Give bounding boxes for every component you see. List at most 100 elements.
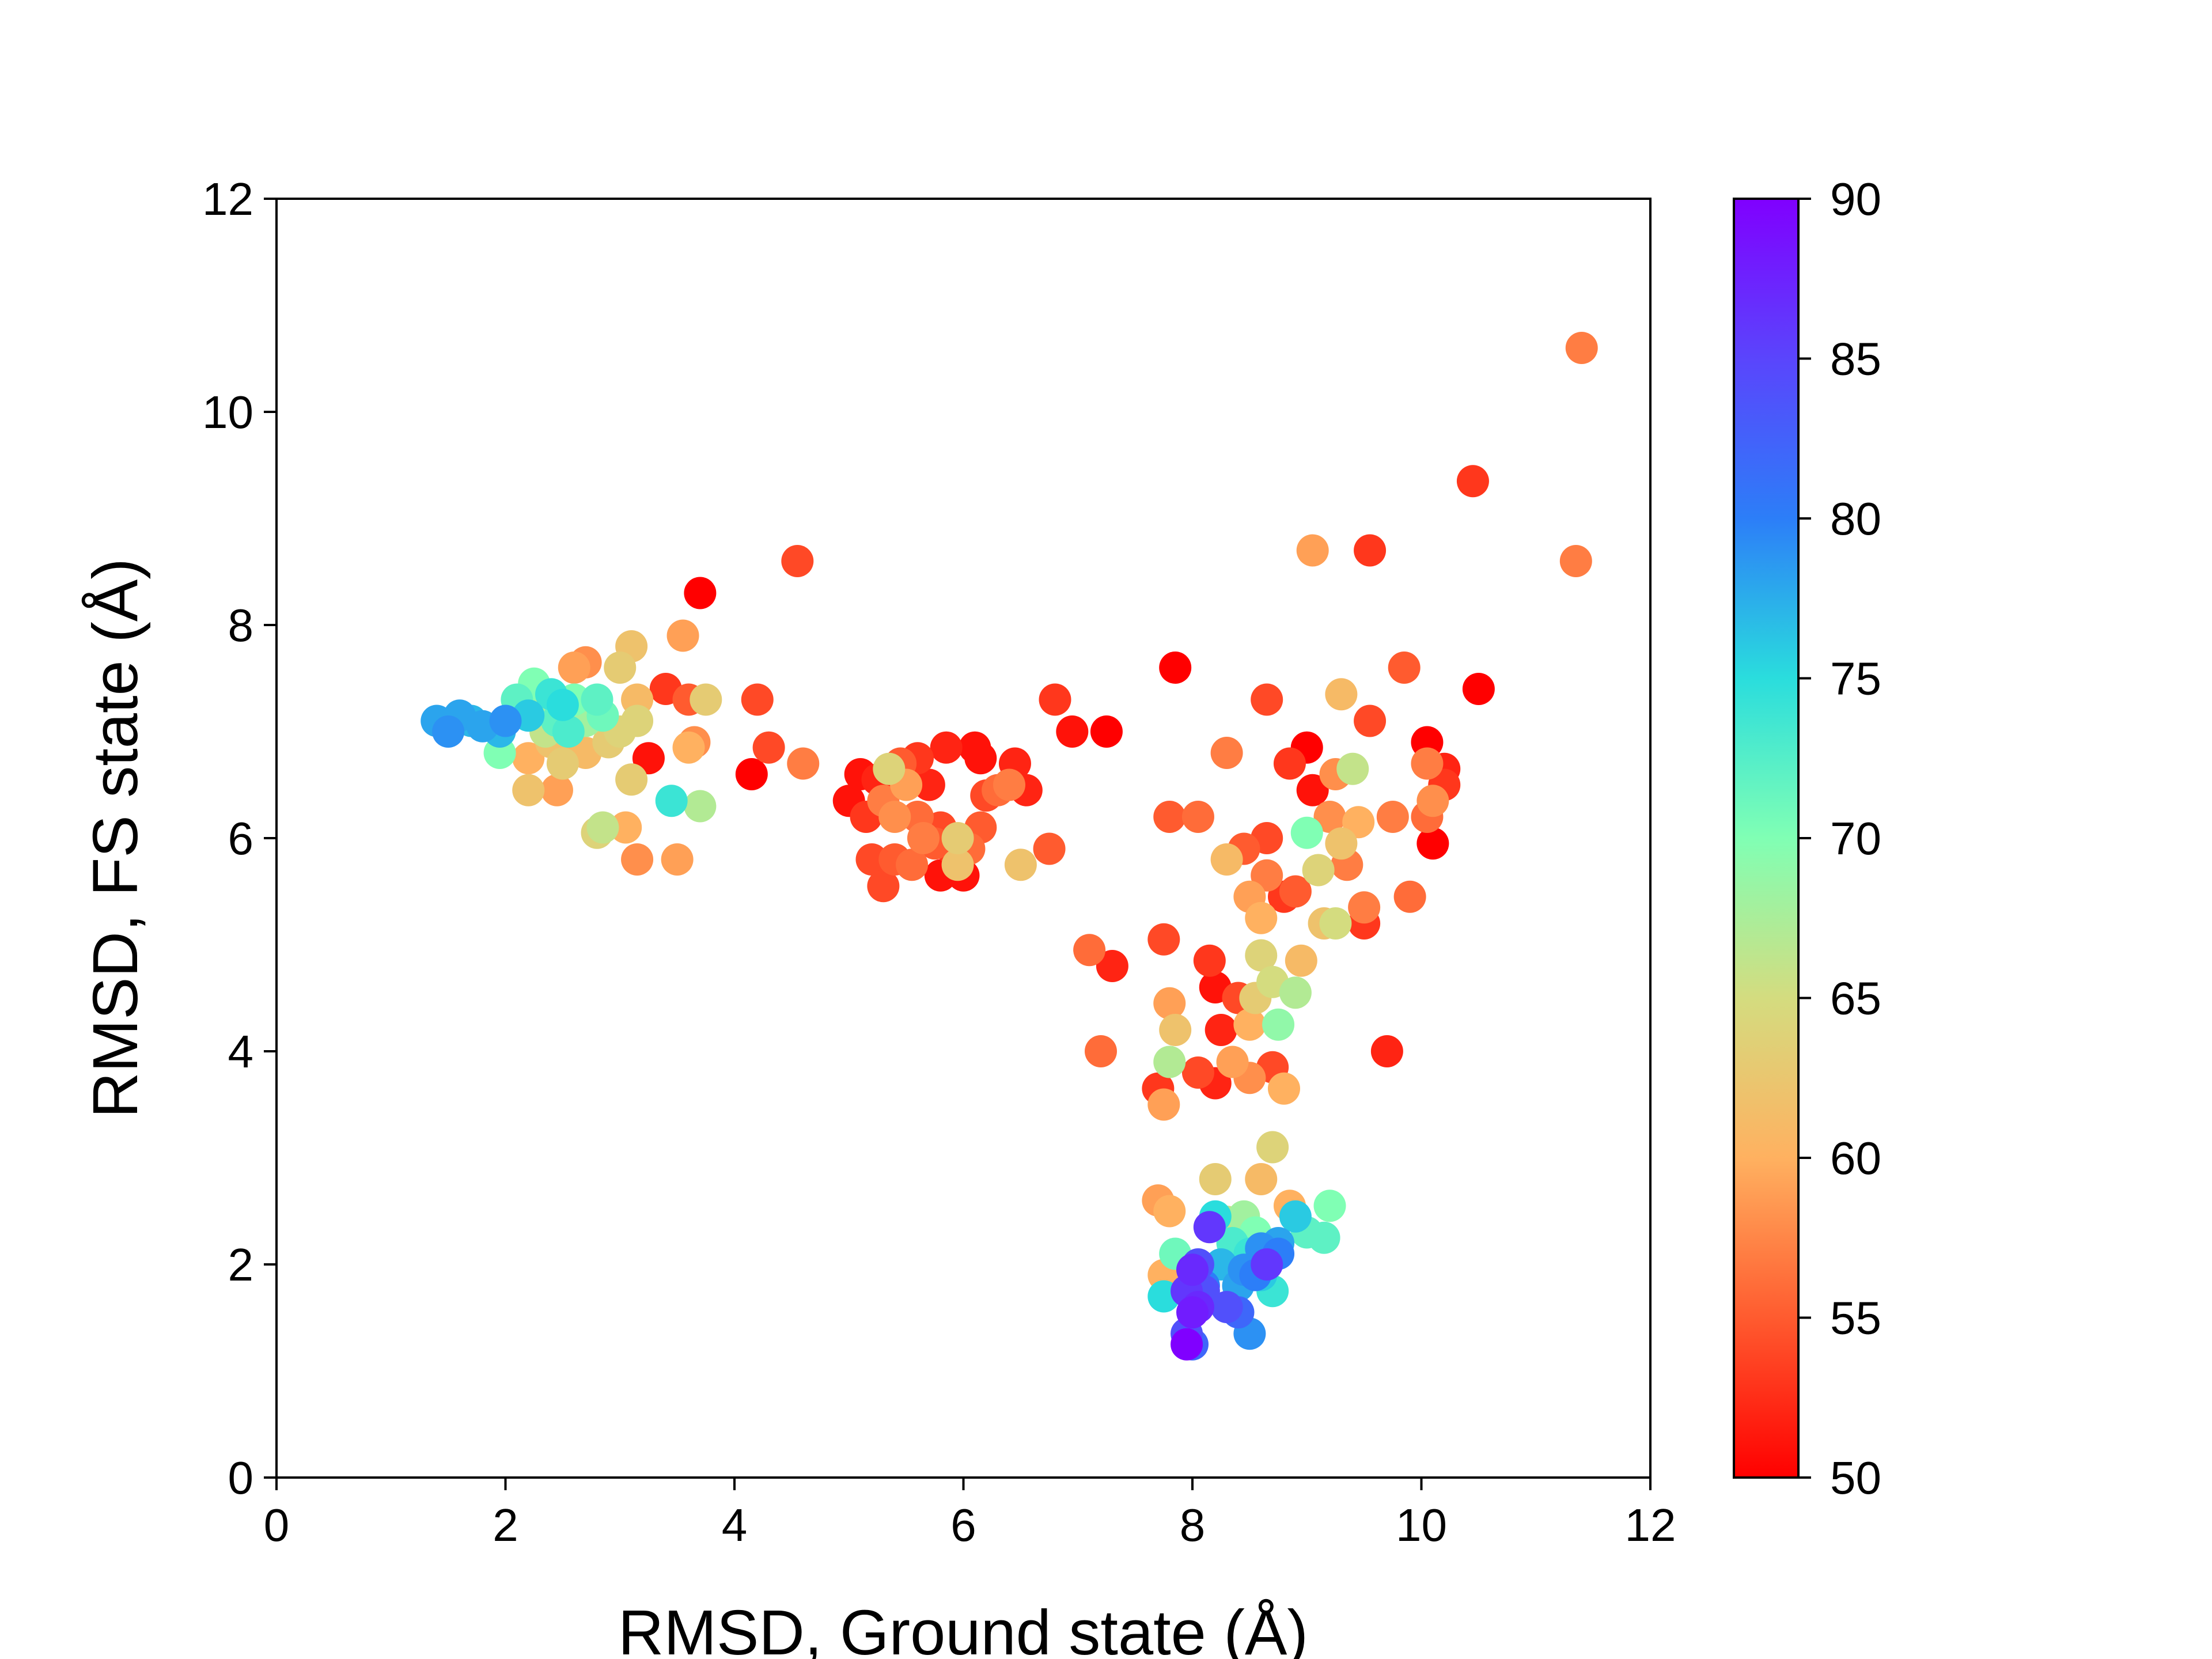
scatter-point [1171,1328,1203,1361]
scatter-point [1245,1163,1278,1195]
scatter-point [655,785,688,817]
x-tick-label: 10 [1396,1499,1447,1551]
scatter-point [1393,880,1426,913]
scatter-point [787,747,820,780]
scatter-point [1181,801,1214,833]
scatter-point [1033,832,1066,865]
scatter-point [1354,534,1387,567]
scatter-point [1256,1131,1289,1164]
scatter-point [615,763,648,796]
scatter-point [1210,1291,1243,1323]
x-axis-ticks: 0 2 4 6 8 10 12 [264,1478,1676,1551]
scatter-point [741,683,774,716]
colorbar-tick-label: 80 [1830,493,1881,544]
scatter-point [1313,801,1346,833]
scatter-point [1262,1008,1295,1041]
scatter-point [1233,1008,1266,1041]
scatter-point [896,849,929,881]
scatter-point [672,731,705,764]
colorbar-tick-label: 70 [1830,813,1881,864]
scatter-point [558,652,590,684]
scatter-point [1176,1296,1209,1329]
scatter-point [1296,774,1329,806]
scatter-point [1153,1195,1186,1228]
colorbar-tick-label: 55 [1830,1293,1881,1344]
scatter-point [1308,1221,1340,1254]
y-tick-label: 6 [228,813,254,864]
scatter-point [1147,923,1180,956]
scatter-point [604,652,637,684]
y-axis-ticks: 0 2 4 6 8 10 12 [202,173,276,1503]
scatter-point [621,704,654,737]
scatter-point [1199,1163,1232,1195]
y-tick-label: 10 [202,387,253,438]
x-tick-label: 0 [264,1499,290,1551]
scatter-point [1251,1248,1283,1281]
data-points [421,332,1598,1361]
scatter-point [1056,715,1089,748]
scatter-point [993,768,1025,801]
scatter-point [1147,1088,1180,1121]
scatter-point [1559,545,1592,577]
y-tick-label: 4 [228,1026,254,1077]
y-tick-label: 12 [202,173,253,225]
scatter-point [1073,934,1106,967]
scatter-point [1302,854,1335,887]
scatter-point [1325,678,1358,711]
scatter-point [684,790,717,823]
scatter-point [432,715,465,748]
scatter-point [581,683,613,716]
scatter-point [1245,902,1278,934]
scatter-point [1456,465,1489,498]
scatter-point [1313,1190,1346,1222]
scatter-point [512,742,545,775]
scatter-point [964,742,997,775]
x-tick-label: 12 [1625,1499,1676,1551]
scatter-point [586,811,619,844]
scatter-point [512,774,545,806]
colorbar-tick-label: 85 [1830,334,1881,385]
colorbar-tick-label: 50 [1830,1452,1881,1503]
scatter-point [1319,907,1352,940]
scatter-point [609,811,642,844]
scatter-point [873,752,906,785]
scatter-point [1268,1072,1300,1105]
scatter-point [1245,939,1278,972]
x-axis-label: RMSD, Ground state (Å) [618,1597,1308,1659]
scatter-point [552,715,585,748]
scatter-point [867,870,900,903]
scatter-point [661,843,694,876]
scatter-point [1153,987,1186,1020]
scatter-point [912,768,945,801]
colorbar-tick-label: 90 [1830,173,1881,225]
scatter-point [1348,891,1381,924]
y-tick-label: 8 [228,600,254,651]
y-axis-label: RMSD, FS state (Å) [80,558,151,1118]
scatter-point [690,683,722,716]
scatter-point [1416,785,1449,817]
y-tick-label: 0 [228,1452,254,1503]
scatter-point [666,619,699,652]
scatter-point [1279,976,1312,1009]
scatter-point [546,747,579,780]
x-tick-label: 4 [722,1499,748,1551]
scatter-point [855,843,888,876]
scatter-point [1159,1014,1192,1046]
x-tick-label: 6 [950,1499,976,1551]
scatter-point [1251,683,1283,716]
scatter-point [1210,843,1243,876]
scatter-point [1153,801,1186,833]
scatter-point [781,545,814,577]
scatter-point [1354,704,1387,737]
scatter-point [1565,332,1598,364]
scatter-point [1159,652,1192,684]
scatter-point [1376,801,1409,833]
scatter-point [1193,944,1226,977]
scatter-point [878,801,911,833]
scatter-point [1090,715,1123,748]
scatter-point [1176,1253,1209,1286]
scatter-point [1273,747,1306,780]
scatter-point [489,704,522,737]
scatter-point [1205,1014,1237,1046]
